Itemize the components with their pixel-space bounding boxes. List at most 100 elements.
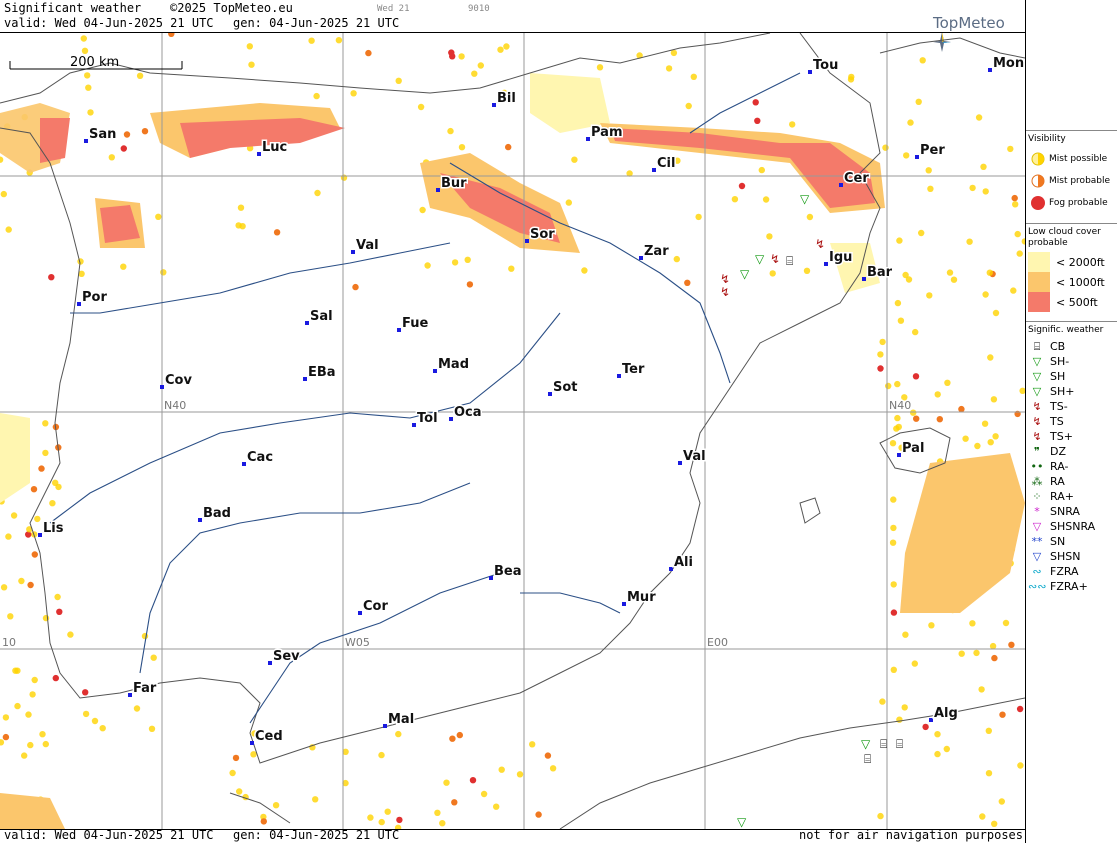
city-marker-tol[interactable]: Tol — [412, 410, 439, 428]
mist-possible-dot — [596, 64, 604, 71]
mist-possible-dot — [378, 818, 385, 826]
city-marker-mon[interactable]: Mon — [988, 55, 1025, 73]
topmeteo-logo[interactable]: TopMeteo — [933, 14, 1025, 54]
coastlines — [0, 33, 1025, 829]
mist-possible-dot — [1016, 250, 1023, 257]
cloud-patch-pamplona — [530, 73, 610, 133]
mist-possible-dot — [26, 526, 33, 533]
city-marker-mur[interactable]: Mur — [622, 589, 658, 607]
city-marker-bar[interactable]: Bar — [862, 264, 894, 282]
city-marker-cac[interactable]: Cac — [242, 449, 275, 467]
city-dot — [525, 239, 529, 243]
city-marker-val[interactable]: Val — [351, 237, 380, 255]
sh-symbol: ▽ — [861, 737, 871, 751]
river-ebro — [449, 162, 731, 384]
mist-probable-dot — [684, 279, 691, 286]
mist-possible-dot — [108, 154, 116, 161]
city-marker-igu[interactable]: Igu — [824, 249, 854, 267]
city-marker-lis[interactable]: Lis — [38, 520, 65, 538]
mist-dots-layer — [0, 33, 1025, 829]
map-canvas[interactable]: ▽ ▽ ↯ ↯ ↯ ↯ ⌸ ⌸ ⌸ ⌸ ▽ ▽ ▽ 200 km N40 N40… — [0, 33, 1025, 829]
legend-mist-possible: Mist possible — [1028, 148, 1116, 170]
legend-sw-cb: ⌸ CB — [1028, 339, 1116, 354]
cb-symbol: ⌸ — [864, 752, 871, 766]
city-marker-bad[interactable]: Bad — [198, 505, 233, 523]
mist-possible-dot — [690, 73, 697, 80]
fog-patch-asturias — [180, 118, 345, 158]
mist-possible-dot — [250, 751, 257, 758]
city-marker-ter[interactable]: Ter — [617, 361, 646, 379]
city-marker-cor[interactable]: Cor — [358, 598, 390, 616]
mist-possible-dot — [992, 433, 999, 440]
city-marker-val[interactable]: Val — [678, 448, 707, 466]
city-marker-alg[interactable]: Alg — [929, 705, 959, 723]
mist-possible-dot — [1021, 238, 1025, 245]
city-marker-luc[interactable]: Luc — [257, 139, 289, 157]
mist-possible-dot — [896, 237, 903, 244]
city-marker-fue[interactable]: Fue — [397, 315, 430, 333]
mist-possible-dot — [902, 271, 909, 279]
city-marker-ali[interactable]: Ali — [669, 554, 694, 572]
city-marker-sev[interactable]: Sev — [268, 648, 302, 666]
mist-possible-dot — [934, 750, 941, 758]
city-label: Mon — [993, 56, 1024, 71]
city-marker-cer[interactable]: Cer — [839, 170, 871, 188]
mist-possible-dot — [626, 170, 633, 177]
weather-map[interactable]: ▽ ▽ ↯ ↯ ↯ ↯ ⌸ ⌸ ⌸ ⌸ ▽ ▽ ▽ 200 km N40 N40… — [0, 32, 1025, 830]
city-label: Bar — [867, 265, 893, 280]
mist-possible-dot — [1014, 230, 1021, 238]
footer-valid-time: valid: Wed 04-Jun-2025 21 UTC — [4, 828, 214, 842]
city-marker-oca[interactable]: Oca — [449, 404, 483, 422]
mist-possible-dot — [313, 92, 320, 100]
small-day-label: Wed 21 — [377, 4, 410, 14]
mist-possible-dot — [978, 686, 985, 693]
city-marker-bea[interactable]: Bea — [489, 563, 523, 581]
mist-possible-dot — [882, 144, 889, 151]
mist-possible-dot — [0, 739, 5, 746]
city-marker-por[interactable]: Por — [77, 289, 109, 307]
mist-probable-icon — [1031, 174, 1045, 188]
city-marker-eba[interactable]: EBa — [303, 364, 337, 382]
mist-possible-dot — [91, 717, 99, 725]
city-marker-mad[interactable]: Mad — [433, 356, 471, 374]
mist-possible-dot — [889, 440, 897, 447]
city-marker-per[interactable]: Per — [915, 142, 947, 160]
mist-possible-dot — [31, 676, 38, 684]
city-marker-san[interactable]: San — [84, 126, 118, 144]
city-dot — [492, 103, 496, 107]
legend-sig-weather-list: ⌸ CB ▽ SH- ▽ SH ▽ SH+ ↯ TS- ↯ TS ↯ TS+ ❞ DZ •• RA- ⁂ RA ⁘ RA+… — [1028, 339, 1116, 594]
city-marker-zar[interactable]: Zar — [639, 243, 671, 261]
city-dot — [77, 302, 81, 306]
city-label: Lis — [43, 521, 64, 536]
city-marker-bur[interactable]: Bur — [436, 175, 469, 193]
cloud-patch-balearic-sea — [900, 453, 1025, 613]
city-marker-mal[interactable]: Mal — [383, 711, 416, 729]
footer-disclaimer: not for air navigation purposes — [799, 828, 1023, 842]
mist-possible-dot — [395, 730, 402, 738]
fog-patch-burgos — [440, 173, 560, 243]
city-dot — [198, 518, 202, 522]
mist-possible-dot — [42, 614, 50, 622]
mist-possible-dot — [237, 204, 245, 211]
mist-possible-dot — [889, 539, 897, 546]
mist-possible-dot — [529, 741, 536, 748]
city-marker-tou[interactable]: Tou — [808, 57, 840, 75]
mist-possible-dot — [890, 581, 897, 588]
river-segura — [520, 592, 621, 614]
city-marker-sot[interactable]: Sot — [548, 379, 579, 397]
sw-ts-icon: ↯ — [1032, 414, 1042, 428]
city-marker-ced[interactable]: Ced — [250, 728, 284, 746]
city-label: Sor — [530, 227, 555, 242]
city-marker-bil[interactable]: Bil — [492, 90, 517, 108]
legend-sw-dz: ❞ DZ — [1028, 444, 1116, 459]
city-marker-sal[interactable]: Sal — [305, 308, 334, 326]
mist-possible-dot — [39, 731, 46, 738]
sw-code-label: RA — [1050, 475, 1065, 488]
city-marker-pam[interactable]: Pam — [586, 124, 624, 142]
city-marker-pal[interactable]: Pal — [897, 440, 926, 458]
city-marker-cov[interactable]: Cov — [160, 372, 194, 390]
city-marker-far[interactable]: Far — [128, 680, 158, 698]
city-marker-sor[interactable]: Sor — [525, 226, 557, 244]
grid-lines — [0, 33, 1025, 829]
city-marker-cil[interactable]: Cil — [652, 155, 677, 173]
